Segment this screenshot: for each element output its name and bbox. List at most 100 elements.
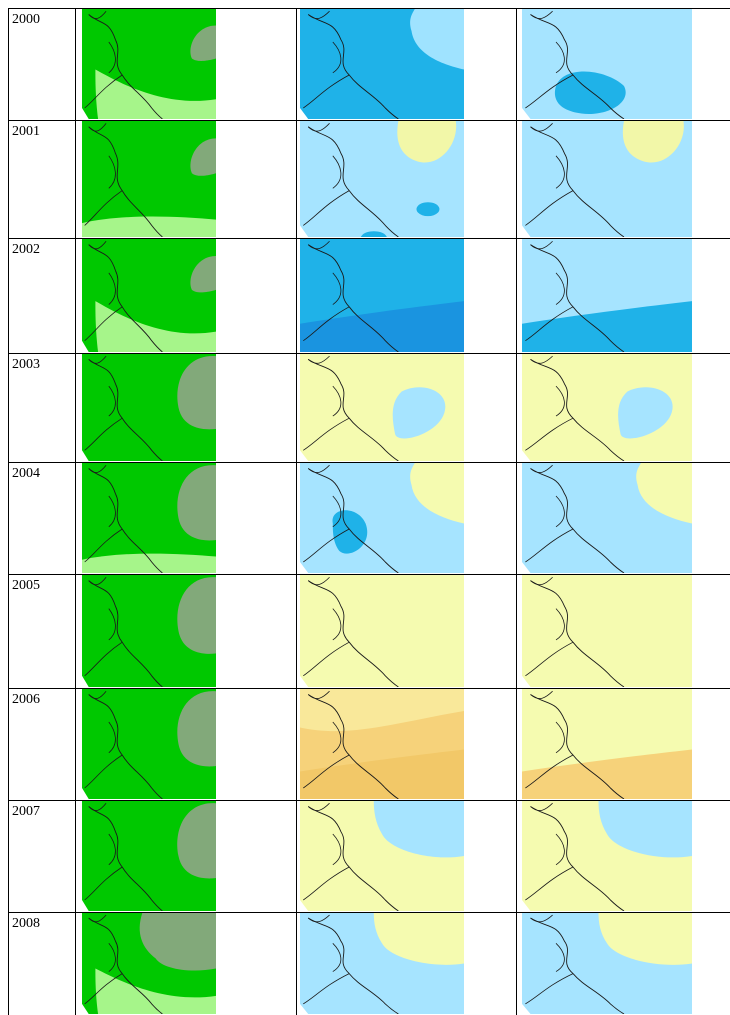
border-line — [88, 244, 163, 352]
border-line — [525, 690, 574, 789]
map-panel — [300, 689, 464, 799]
border-line — [88, 917, 163, 1014]
border-line — [303, 802, 350, 901]
border-line — [525, 914, 574, 1005]
map-panel — [82, 913, 216, 1014]
map-panel — [82, 689, 216, 799]
border-line — [84, 10, 123, 109]
map-color-region — [392, 387, 446, 439]
map-color-region — [177, 356, 216, 430]
map-color-region — [373, 913, 464, 965]
border-line — [525, 464, 574, 563]
map-color-region — [636, 463, 692, 524]
row-divider — [8, 912, 730, 913]
map-background-region — [522, 575, 692, 687]
map-panel — [522, 913, 692, 1014]
row-divider — [8, 120, 730, 121]
map-image — [522, 239, 692, 352]
map-image — [300, 239, 464, 352]
map-color-region — [95, 968, 216, 1014]
map-image — [300, 9, 464, 119]
border-line — [530, 917, 625, 1014]
border-line — [525, 802, 574, 901]
border-line — [307, 806, 399, 911]
map-panel — [522, 575, 692, 687]
map-panel — [300, 354, 464, 461]
border-line — [303, 690, 350, 789]
map-color-region — [397, 121, 457, 163]
border-line — [525, 10, 574, 109]
map-panel — [522, 121, 692, 237]
row-divider — [8, 353, 730, 354]
year-label: 2000 — [12, 12, 40, 27]
map-panel — [522, 9, 692, 119]
map-color-region — [82, 216, 216, 237]
map-color-region — [95, 69, 216, 119]
border-line — [303, 123, 350, 226]
map-image — [300, 463, 464, 573]
map-panel — [82, 801, 216, 911]
map-color-region — [622, 121, 684, 163]
border-line — [307, 468, 399, 573]
map-panel — [522, 239, 692, 352]
border-line — [84, 355, 123, 451]
border-line — [84, 690, 123, 789]
map-image — [82, 121, 216, 237]
map-color-region — [95, 301, 216, 352]
map-background-region — [300, 575, 464, 687]
border-line — [84, 802, 123, 901]
border-line — [303, 355, 350, 451]
map-panel — [300, 9, 464, 119]
map-color-region — [332, 510, 368, 554]
column-divider — [516, 8, 517, 1015]
map-panel — [522, 463, 692, 573]
column-divider — [75, 8, 76, 1015]
map-color-region — [360, 202, 440, 237]
year-label: 2008 — [12, 916, 40, 931]
border-line — [303, 10, 350, 109]
map-panel — [82, 239, 216, 352]
column-divider — [296, 8, 297, 1015]
year-label: 2002 — [12, 242, 40, 257]
map-image — [82, 239, 216, 352]
map-background-region — [300, 354, 464, 461]
map-panel — [82, 575, 216, 687]
map-panel — [82, 121, 216, 237]
border-line — [84, 123, 123, 226]
row-divider — [8, 800, 730, 801]
border-line — [307, 14, 399, 119]
border-line — [525, 576, 574, 677]
map-color-region — [618, 387, 673, 439]
map-panel — [522, 801, 692, 911]
border-line — [84, 464, 123, 563]
year-label: 2003 — [12, 357, 40, 372]
map-image — [522, 121, 692, 237]
border-line — [84, 914, 123, 1005]
map-color-region — [190, 25, 216, 61]
map-image — [522, 801, 692, 911]
map-image — [82, 689, 216, 799]
map-panel — [82, 354, 216, 461]
map-panel — [300, 239, 464, 352]
map-color-region — [522, 749, 692, 799]
map-image — [300, 801, 464, 911]
border-line — [307, 580, 399, 687]
border-line — [530, 244, 625, 352]
map-color-region — [373, 801, 464, 858]
map-color-region — [410, 9, 464, 70]
map-color-region — [522, 301, 692, 352]
map-image — [300, 689, 464, 799]
map-image — [82, 9, 216, 119]
border-line — [307, 244, 399, 352]
map-image — [522, 575, 692, 687]
row-divider — [8, 574, 730, 575]
row-divider — [8, 8, 730, 9]
row-divider — [8, 238, 730, 239]
map-color-region — [82, 553, 216, 573]
map-image — [82, 463, 216, 573]
map-image — [522, 689, 692, 799]
map-color-region — [554, 71, 626, 114]
border-line — [307, 694, 399, 799]
map-color-region — [598, 913, 692, 965]
map-background-region — [82, 121, 216, 237]
